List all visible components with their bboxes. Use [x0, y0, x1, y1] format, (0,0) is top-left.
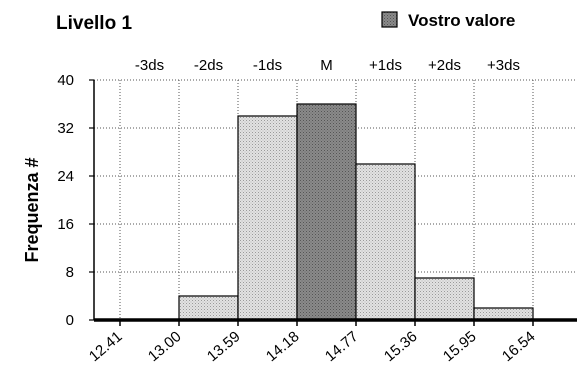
sd-label: +3ds	[487, 57, 520, 74]
chart-title: Livello 1	[56, 13, 132, 34]
x-tick-label: 12.41	[86, 328, 126, 365]
x-tick-label: 13.59	[204, 328, 244, 365]
histogram-bar	[414, 277, 475, 321]
x-tick-label: 14.77	[322, 328, 362, 365]
histogram-bar	[178, 295, 239, 321]
histogram-bar	[237, 115, 298, 321]
y-axis: 0 8 16 24 32 40	[57, 72, 95, 329]
y-tick-label: 24	[57, 168, 74, 185]
y-tick-label: 0	[66, 312, 74, 329]
histogram-bar	[473, 307, 534, 321]
y-tick-label: 8	[66, 264, 74, 281]
x-tick-label: 15.95	[440, 328, 480, 365]
sd-label: +2ds	[428, 57, 461, 74]
sd-label: -2ds	[194, 57, 223, 74]
legend-label: Vostro valore	[408, 11, 515, 30]
x-tick-label: 16.54	[499, 328, 539, 365]
x-tick-label: 14.18	[263, 328, 303, 365]
legend-swatch	[381, 11, 398, 28]
sd-label: -3ds	[135, 57, 164, 74]
x-axis: 12.41 13.00 13.59 14.18 14.77 15.36 15.95 16.54	[86, 318, 577, 365]
sd-label: -1ds	[253, 57, 282, 74]
x-tick-label: 13.00	[145, 328, 185, 365]
sd-label: +1ds	[369, 57, 402, 74]
histogram-bar-highlighted	[296, 103, 357, 321]
y-tick-label: 32	[57, 120, 74, 137]
legend: Vostro valore	[381, 11, 515, 30]
sd-labels: -3ds -2ds -1ds M +1ds +2ds +3ds	[135, 57, 520, 74]
y-tick-label: 40	[57, 72, 74, 89]
sd-label: M	[320, 57, 333, 74]
y-tick-label: 16	[57, 216, 74, 233]
x-tick-label: 15.36	[381, 328, 421, 365]
bars	[178, 103, 534, 321]
histogram-bar	[355, 163, 416, 321]
y-axis-label: Frequenza #	[22, 157, 42, 262]
